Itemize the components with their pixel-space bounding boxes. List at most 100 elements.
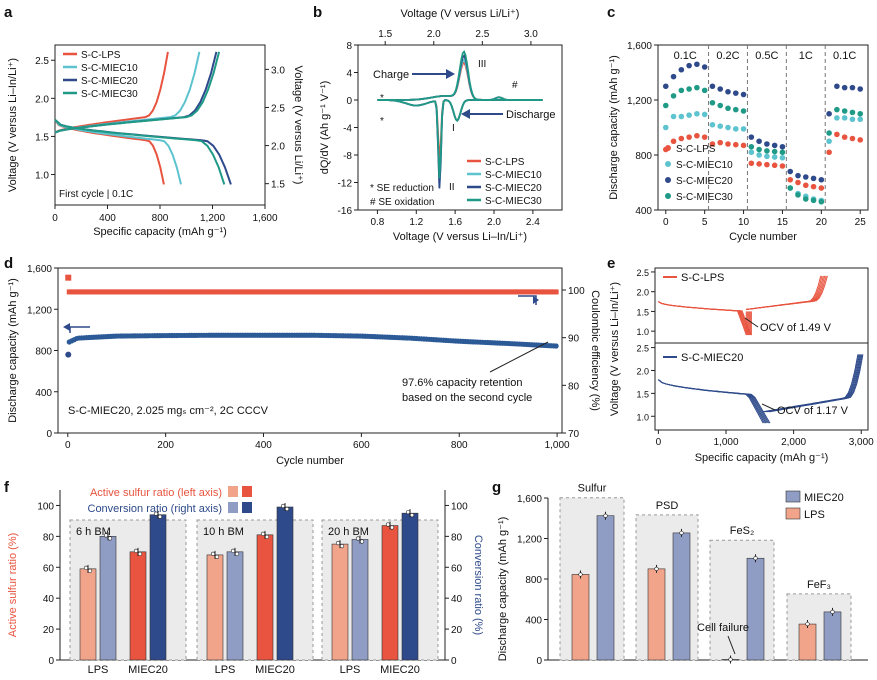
legend-swatch [228, 486, 238, 497]
plot-frame-e [654, 267, 869, 431]
bar [206, 554, 224, 661]
data-point [662, 124, 669, 131]
data-point [818, 176, 825, 183]
y2-tick-label: 0 [451, 656, 457, 667]
y2-tick-label: 100 [568, 286, 585, 297]
lps-discharge [658, 301, 748, 336]
x-tick-label: 25 [855, 217, 867, 228]
replicate-point [359, 539, 365, 544]
y-tick-label: 1,200 [627, 96, 652, 107]
y-tick-label: 0 [536, 656, 542, 667]
data-point [756, 146, 762, 153]
top-tick-label: 2.0 [427, 29, 441, 40]
legend-label: S-C-MIEC30 [676, 192, 733, 203]
data-point [764, 161, 770, 168]
y-tick-label: -16 [338, 206, 353, 217]
y-axis-title: Discharge capacity (mAh g⁻¹) [7, 278, 19, 423]
legend-label: S-C-MIEC10 [485, 170, 542, 181]
data-point [764, 141, 770, 147]
x-tick-label: 2.0 [487, 217, 501, 228]
data-point [748, 134, 755, 140]
legend-swatch [785, 507, 801, 520]
bar [401, 512, 419, 661]
x-category-label: MIEC20 [255, 664, 295, 676]
data-point [802, 182, 809, 189]
y-tick-label: 400 [35, 388, 52, 399]
data-point [826, 149, 832, 156]
data-point [771, 162, 778, 169]
data-point [810, 175, 817, 182]
data-point [670, 93, 677, 99]
x-tick-label: 15 [777, 217, 789, 228]
data-point [756, 138, 762, 145]
x-tick-label: 800 [152, 213, 169, 224]
y2-axis-title: Conversion ratio (%) [472, 535, 484, 635]
replicate-point [830, 609, 835, 615]
y2-tick-label: 3.0 [271, 65, 285, 76]
data-point [779, 149, 786, 156]
hash-mark: # [512, 80, 518, 91]
legend-label: S-C-MIEC20 [681, 352, 743, 364]
y-tick-label: 2.0 [636, 288, 649, 298]
y-axis-title: Active sulfur ratio (%) [7, 533, 19, 638]
charge-curve [377, 50, 543, 101]
x-tick-label: 0 [656, 437, 662, 448]
y-tick-label: -12 [338, 179, 353, 190]
bar [596, 515, 615, 661]
y2-tick-label: 40 [451, 594, 463, 605]
y-tick-label: 100 [37, 501, 54, 512]
data-point [834, 106, 840, 113]
capacity-arrowhead [63, 323, 70, 331]
note-se-oxidation: # SE oxidation [370, 197, 435, 208]
group-box [559, 497, 625, 661]
x-tick-label: 2,000 [781, 437, 806, 448]
x-axis-title: Specific capacity (mAh g⁻¹) [695, 452, 829, 464]
legend-label: LPS [804, 509, 825, 521]
panel-label-a: a [4, 4, 13, 21]
data-point [857, 116, 864, 123]
ocv-label-lps: OCV of 1.49 V [760, 322, 832, 334]
replicate-point [230, 548, 236, 553]
y-tick-label: 8 [346, 41, 352, 52]
replicate-point [654, 566, 659, 571]
note-se-reduction: * SE reduction [370, 183, 434, 194]
data-point [740, 91, 747, 98]
replicate-point [335, 540, 341, 546]
data-point [795, 179, 801, 186]
retention-note: based on the second cycle [402, 392, 532, 404]
data-point [826, 110, 832, 117]
data-point [725, 141, 731, 147]
capacity-point [65, 351, 72, 358]
lps-discharge [658, 301, 747, 336]
y2-tick-label: 20 [451, 625, 463, 636]
charge-curve [54, 51, 221, 134]
y2-tick-label: 1.5 [271, 180, 285, 191]
capacity-arrow [69, 326, 90, 333]
data-point [678, 113, 685, 120]
data-point [802, 174, 809, 180]
data-point [849, 109, 856, 116]
data-point [849, 84, 856, 91]
group-label: FeS₂ [730, 525, 754, 537]
y-tick-label: 0 [46, 429, 52, 440]
data-point [686, 86, 692, 92]
y-tick-label: -8 [343, 151, 352, 162]
data-point [857, 86, 864, 92]
cell-failure-label: Cell failure [697, 622, 749, 634]
replicate-point [264, 534, 270, 539]
x-category-label: MIEC20 [380, 664, 420, 676]
data-point [717, 139, 724, 146]
data-point [686, 112, 692, 118]
discharge-curve [54, 118, 226, 185]
data-point [694, 110, 700, 117]
replicate-point [405, 510, 411, 515]
replicate-point [153, 511, 159, 516]
replicate-point [83, 565, 89, 570]
lps-discharge [658, 301, 750, 336]
y-tick-label: 800 [525, 575, 542, 586]
data-point [841, 84, 848, 91]
data-point [810, 183, 817, 190]
data-point [779, 163, 786, 169]
replicate-point [355, 536, 361, 541]
